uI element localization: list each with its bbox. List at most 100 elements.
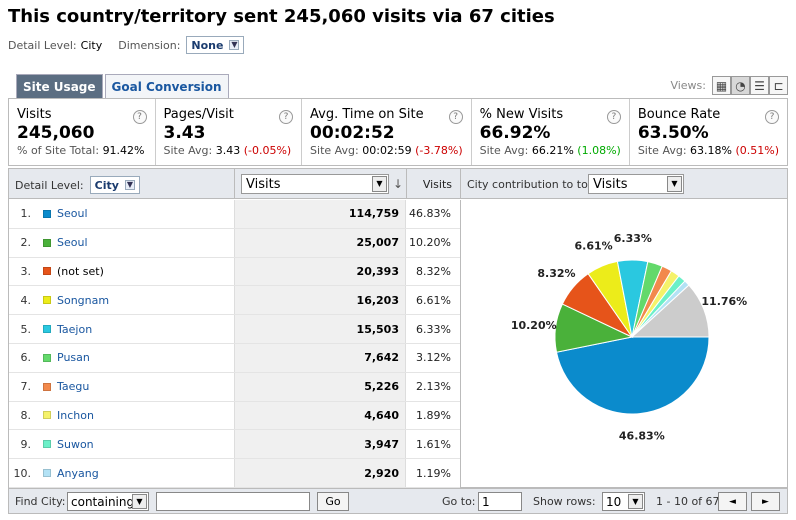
color-swatch: [43, 238, 51, 247]
column-header-visits[interactable]: Visits: [422, 178, 452, 191]
detail-level-label: Detail Level:: [8, 38, 77, 52]
city-link[interactable]: Seoul: [57, 236, 88, 250]
chevron-down-icon: ▼: [132, 494, 147, 509]
dimension-select[interactable]: None ▼: [186, 36, 245, 54]
show-rows-select[interactable]: 10 ▼: [602, 492, 645, 511]
visits-percent: 1.89%: [416, 408, 451, 422]
city-link[interactable]: Inchon: [57, 408, 94, 422]
visits-percent: 8.32%: [416, 264, 451, 278]
pie-slice-label: 6.61%: [575, 240, 613, 253]
table-body: 1. Seoul 114,759 46.83% 2. Seoul 25,007 10.20% 3…: [9, 200, 460, 488]
pie-chart: 46.83% 10.20% 8.32% 6.61% 6.33% 11.76%: [460, 200, 787, 488]
goto-input[interactable]: 1: [478, 492, 522, 511]
views-switcher: Views: ▦ ◔ ☰ ⊏: [670, 76, 788, 95]
views-label: Views:: [670, 79, 706, 92]
row-number: 6.: [20, 351, 32, 365]
dimension-label: Dimension:: [118, 38, 181, 52]
visits-percent: 1.19%: [416, 466, 451, 480]
metric-pages-visit: Pages/Visit 3.43 Site Avg: 3.43 (-0.05%)…: [156, 99, 303, 165]
metric-select[interactable]: Visits ▼: [241, 174, 389, 194]
row-number: 7.: [20, 380, 32, 394]
find-city-input[interactable]: [156, 492, 310, 511]
match-type-select[interactable]: containing ▼: [67, 492, 149, 511]
table-row: 6. Pusan 7,642 3.12%: [9, 343, 460, 373]
table-row: 1. Seoul 114,759 46.83%: [9, 200, 460, 229]
visits-value: 7,642: [234, 343, 406, 372]
table-view-icon[interactable]: ▦: [712, 76, 731, 95]
metric-sub: Site Avg: 3.43 (-0.05%): [163, 144, 292, 157]
pie-metric-select[interactable]: Visits ▼: [588, 174, 684, 194]
row-number: 2.: [20, 236, 32, 250]
goto-label: Go to:: [442, 495, 476, 508]
pie-slice[interactable]: [630, 284, 710, 338]
metric-value: 245,060: [17, 123, 95, 143]
pie-slice-label: 11.76%: [701, 295, 747, 308]
table-row: 4. Songnam 16,203 6.61%: [9, 286, 460, 316]
metric-value: 3.43: [163, 123, 206, 143]
tab-site-usage[interactable]: Site Usage: [16, 74, 103, 98]
metric-value: 66.92%: [479, 123, 551, 143]
pie-view-icon[interactable]: ◔: [731, 76, 750, 95]
help-icon[interactable]: ?: [279, 110, 294, 124]
color-swatch: [43, 411, 51, 420]
metric-avg-time: Avg. Time on Site 00:02:52 Site Avg: 00:…: [302, 99, 472, 165]
color-swatch: [43, 382, 51, 391]
city-link[interactable]: Songnam: [57, 293, 110, 307]
help-icon[interactable]: ?: [606, 110, 621, 124]
metric-label: Visits: [17, 107, 52, 122]
city-link[interactable]: Taegu: [57, 380, 90, 394]
color-swatch: [43, 440, 51, 449]
table-header: Detail Level: City ▼ Visits ▼ ↓ Visits: [9, 169, 460, 199]
chevron-down-icon: ▼: [628, 494, 643, 509]
tab-bar: Site Usage Goal Conversion: [16, 74, 231, 98]
pie-slice-label: 46.83%: [619, 430, 665, 443]
table-detail-level-select[interactable]: City ▼: [89, 176, 140, 194]
visits-value: 16,203: [234, 286, 406, 315]
page-title: This country/territory sent 245,060 visi…: [8, 6, 555, 27]
visits-percent: 1.61%: [416, 437, 451, 451]
go-button[interactable]: Go: [317, 492, 349, 511]
help-icon[interactable]: ?: [448, 110, 463, 124]
visits-percent: 2.13%: [416, 380, 451, 394]
pie-slice[interactable]: [555, 336, 710, 415]
row-number: 8.: [20, 408, 32, 422]
metric-label: Pages/Visit: [163, 107, 234, 122]
table-row: 7. Taegu 5,226 2.13%: [9, 372, 460, 402]
show-rows-label: Show rows:: [533, 495, 596, 508]
table-footer: Find City: containing ▼ Go Go to: 1 Show…: [8, 488, 788, 514]
table-detail-level-label: Detail Level:: [15, 178, 84, 192]
sort-down-icon[interactable]: ↓: [393, 177, 404, 191]
visits-value: 15,503: [234, 315, 406, 343]
pie-header: City contribution to total: Visits ▼: [460, 169, 787, 199]
detail-level-value[interactable]: City: [80, 38, 103, 52]
chevron-down-icon: ▼: [124, 180, 135, 190]
color-swatch: [43, 209, 51, 218]
comparison-view-icon[interactable]: ⊏: [769, 76, 788, 95]
pie-contribution-label: City contribution to total:: [467, 178, 606, 191]
help-icon[interactable]: ?: [132, 110, 147, 124]
detail-level-bar: Detail Level: City Dimension: None ▼: [8, 36, 245, 54]
row-number: 1.: [20, 207, 32, 221]
color-swatch: [43, 325, 51, 334]
performance-view-icon[interactable]: ☰: [750, 76, 769, 95]
visits-percent: 3.12%: [416, 351, 451, 365]
metric-value: 63.50%: [637, 123, 709, 143]
visits-value: 25,007: [234, 228, 406, 257]
tab-goal-conversion[interactable]: Goal Conversion: [104, 74, 229, 98]
metric-sub: Site Avg: 66.21% (1.08%): [479, 144, 621, 157]
next-page-button[interactable]: ►: [751, 492, 780, 511]
city-link[interactable]: Seoul: [57, 207, 88, 221]
table-row: 8. Inchon 4,640 1.89%: [9, 401, 460, 431]
city-link[interactable]: Pusan: [57, 351, 90, 365]
city-link[interactable]: Taejon: [57, 322, 93, 336]
city-link[interactable]: Suwon: [57, 437, 94, 451]
chevron-down-icon: ▼: [229, 40, 240, 50]
table-row: 5. Taejon 15,503 6.33%: [9, 315, 460, 344]
city-link[interactable]: Anyang: [57, 466, 99, 480]
color-swatch: [43, 267, 51, 276]
prev-page-button[interactable]: ◄: [718, 492, 747, 511]
metric-label: Bounce Rate: [637, 107, 721, 122]
find-city-label: Find City:: [15, 495, 66, 508]
visits-value: 5,226: [234, 372, 406, 401]
help-icon[interactable]: ?: [765, 110, 780, 124]
